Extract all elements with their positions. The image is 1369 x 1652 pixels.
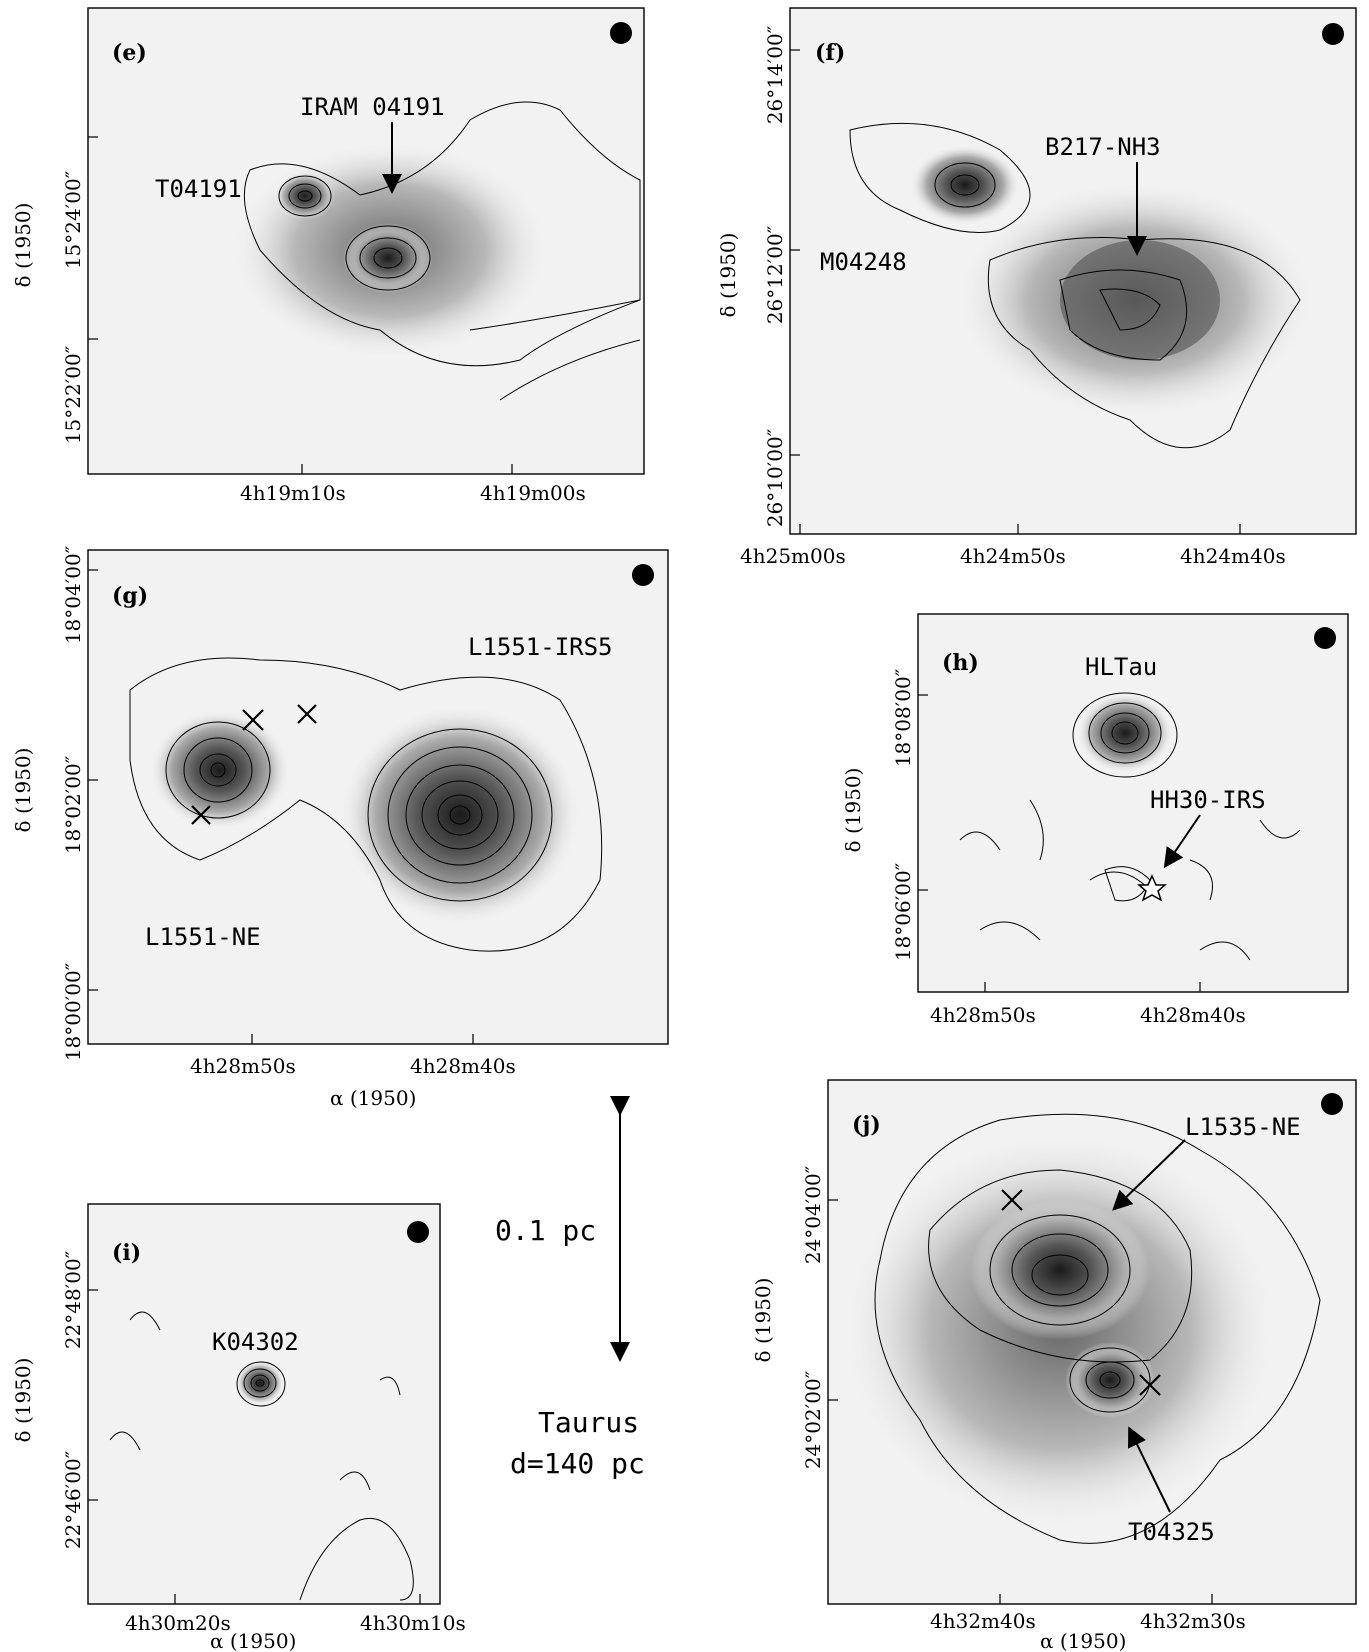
dec-tick-label: 15°24′00″ (61, 171, 85, 269)
panel-label-g: (g) (112, 583, 148, 609)
arrow-t04325 (1128, 1426, 1171, 1513)
panel-h: (h) HLTau HH30-IRS 4h28m50s 4h28m40s 18°… (841, 613, 1349, 1027)
panel-e: (e) IRAM 04191 T04191 4h19m10s 4h19m00s … (11, 7, 645, 505)
dec-tick-label: 22°48′00″ (61, 1251, 85, 1349)
panel-j: (j) L1535-NE T04325 4h32m40s 4h32m30s α … (751, 1079, 1357, 1652)
source-label-hltau: HLTau (1085, 653, 1157, 681)
frame-i (87, 1203, 441, 1605)
beam-circle-h (1314, 627, 1336, 649)
ra-tick-label: 4h28m50s (190, 1054, 296, 1078)
dec-tick-label: 18°04′00″ (61, 546, 85, 644)
dec-axis-label: δ (1950) (751, 1278, 775, 1363)
panel-label-j: (j) (852, 1112, 881, 1138)
ticks-j (828, 1199, 1213, 1604)
dec-tick-label: 18°08′00″ (891, 669, 915, 767)
ra-axis-label: α (1950) (330, 1086, 416, 1110)
source-label-m04248: M04248 (820, 248, 907, 276)
frame-g (87, 549, 669, 1045)
panel-g: (g) L1551-IRS5 L1551-NE 4h28m50s 4h28m40… (11, 546, 669, 1110)
dec-tick-label: 18°02′00″ (61, 756, 85, 854)
frame-f (789, 7, 1357, 535)
star-marker-hh30 (1136, 874, 1168, 902)
ra-tick-label: 4h25m00s (740, 544, 846, 568)
scale-bar-label: 0.1 pc (495, 1214, 596, 1247)
ra-tick-label: 4h32m40s (930, 1609, 1036, 1633)
beam-circle-e (610, 22, 632, 44)
dec-axis-label: δ (1950) (716, 233, 740, 318)
ticks-f (790, 49, 1241, 534)
region-name: Taurus (538, 1406, 639, 1439)
beam-circle-g (632, 564, 654, 586)
contours-h (959, 692, 1301, 961)
ra-axis-label: α (1950) (1040, 1629, 1126, 1652)
ra-axis-label: α (1950) (210, 1629, 296, 1652)
ra-tick-label: 4h28m40s (410, 1054, 516, 1078)
source-label-hh30-irs: HH30-IRS (1150, 786, 1266, 814)
contours-i (109, 1311, 414, 1601)
cross-markers-j (1001, 1189, 1161, 1396)
panel-f: (f) B217-NH3 M04248 4h25m00s 4h24m50s 4h… (716, 7, 1357, 568)
dec-tick-label: 18°06′00″ (891, 863, 915, 961)
cross-markers-g (191, 704, 317, 825)
source-label-l1551-ne: L1551-NE (145, 923, 261, 951)
beam-circle-f (1322, 23, 1344, 45)
source-label-b217-nh3: B217-NH3 (1045, 133, 1161, 161)
source-label-t04191: T04191 (155, 175, 242, 203)
panel-label-e: (e) (112, 40, 147, 66)
source-label-t04325: T04325 (1128, 1518, 1215, 1546)
ra-tick-label: 4h24m40s (1180, 544, 1286, 568)
region-distance: d=140 pc (510, 1447, 645, 1480)
dec-tick-label: 26°12′00″ (763, 226, 787, 324)
ra-tick-label: 4h30m10s (360, 1611, 466, 1635)
panel-label-i: (i) (112, 1240, 141, 1266)
source-label-l1535-ne: L1535-NE (1185, 1113, 1301, 1141)
beam-circle-i (407, 1221, 429, 1243)
region-info: Taurus d=140 pc (510, 1406, 645, 1480)
panel-label-h: (h) (942, 650, 979, 676)
dec-tick-label: 24°02′00″ (801, 1371, 825, 1469)
panel-i: (i) K04302 4h30m20s 4h30m10s α (1950) 22… (11, 1203, 466, 1652)
dec-axis-label: δ (1950) (11, 1358, 35, 1443)
ra-tick-label: 4h28m50s (930, 1003, 1036, 1027)
dec-axis-label: δ (1950) (11, 748, 35, 833)
beam-circle-j (1321, 1093, 1343, 1115)
dec-axis-label: δ (1950) (841, 768, 865, 853)
ra-tick-label: 4h32m30s (1140, 1609, 1246, 1633)
dec-tick-label: 15°22′00″ (61, 346, 85, 444)
contours-g (129, 657, 603, 952)
scale-bar: 0.1 pc (495, 1096, 630, 1362)
ra-tick-label: 4h28m40s (1140, 1003, 1246, 1027)
dec-tick-label: 18°00′00″ (61, 963, 85, 1061)
panel-label-f: (f) (815, 40, 845, 66)
ticks-h (918, 694, 1201, 992)
ticks-i (88, 1289, 421, 1604)
dec-tick-label: 26°10′00″ (763, 429, 787, 527)
ra-tick-label: 4h30m20s (125, 1611, 231, 1635)
ra-tick-label: 4h19m00s (480, 481, 586, 505)
ra-tick-label: 4h19m10s (240, 481, 346, 505)
frame-h (917, 613, 1349, 993)
source-label-iram04191: IRAM 04191 (300, 93, 445, 121)
ticks-g (88, 569, 474, 1044)
dec-tick-label: 26°14′00″ (763, 26, 787, 124)
ticks-e (88, 136, 513, 474)
arrow-hh30-irs (1163, 814, 1201, 869)
ra-tick-label: 4h24m50s (960, 544, 1066, 568)
dec-tick-label: 24°04′00″ (801, 1166, 825, 1264)
arrow-l1535-ne (1112, 1139, 1186, 1211)
frame-j (827, 1079, 1357, 1605)
frame-e (87, 7, 645, 475)
contours-j (874, 1113, 1321, 1544)
source-label-k04302: K04302 (212, 1328, 299, 1356)
dec-tick-label: 22°46′00″ (61, 1451, 85, 1549)
source-label-l1551-irs5: L1551-IRS5 (468, 633, 613, 661)
dec-axis-label: δ (1950) (11, 203, 35, 288)
